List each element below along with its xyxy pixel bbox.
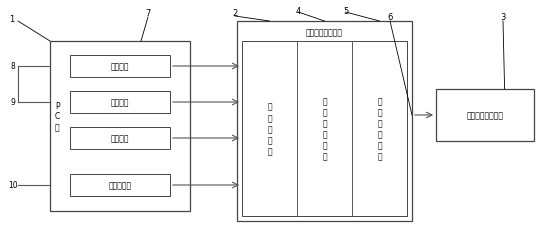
Bar <box>70 92 170 114</box>
Text: 1: 1 <box>9 16 15 24</box>
Text: 5: 5 <box>343 6 348 16</box>
Text: 3: 3 <box>500 14 506 22</box>
Bar <box>50 42 190 211</box>
Text: 主
控
制
单
元: 主 控 制 单 元 <box>267 102 272 156</box>
Text: 4: 4 <box>295 6 301 16</box>
Bar <box>237 22 412 221</box>
Text: 以太网接口: 以太网接口 <box>109 181 132 190</box>
Text: 显示单元: 显示单元 <box>111 98 129 107</box>
Bar <box>70 128 170 150</box>
Text: 输入单元: 输入单元 <box>111 62 129 71</box>
Text: 8: 8 <box>10 62 15 71</box>
Text: 2: 2 <box>232 10 238 18</box>
Text: 存储单元: 存储单元 <box>111 134 129 143</box>
Text: 10: 10 <box>8 181 18 190</box>
Text: 7: 7 <box>145 10 150 18</box>
Text: 信
号
转
换
单
元: 信 号 转 换 单 元 <box>377 97 382 161</box>
Text: 信
号
发
生
单
元: 信 号 发 生 单 元 <box>322 97 327 161</box>
Text: 6: 6 <box>387 14 393 22</box>
Bar <box>436 90 534 142</box>
Text: P
C
端: P C 端 <box>55 102 60 131</box>
Bar <box>242 42 407 216</box>
Text: 液晶模组测试模块: 液晶模组测试模块 <box>306 28 343 37</box>
Text: 9: 9 <box>10 98 15 107</box>
Text: 待测试的液晶模组: 待测试的液晶模组 <box>467 111 503 120</box>
Bar <box>70 174 170 196</box>
Bar <box>70 56 170 78</box>
